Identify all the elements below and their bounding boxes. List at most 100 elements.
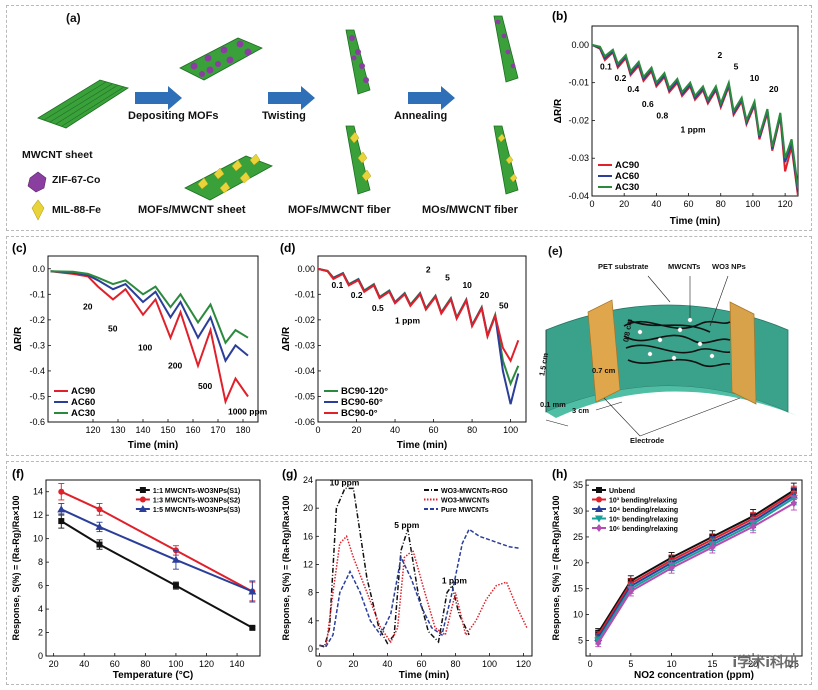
- y-tick-label: 30: [573, 506, 583, 516]
- annotation: 200: [168, 360, 182, 370]
- annotation: 50: [108, 323, 118, 333]
- x-tick-label: 40: [382, 659, 392, 669]
- y-tick-label: -0.3: [29, 340, 45, 350]
- x-tick-label: 25: [789, 659, 799, 669]
- x-tick-label: 80: [140, 659, 150, 669]
- legend-entry: AC90: [615, 160, 639, 171]
- annotation: 0.2: [615, 73, 627, 83]
- y-tick-label: 0.00: [571, 40, 589, 50]
- legend-mwcnt-sheet: MWCNT sheet: [22, 149, 93, 161]
- y-tick-label: -0.04: [294, 366, 315, 376]
- panel-b-label: (b): [552, 9, 567, 23]
- y-tick-label: 14: [33, 487, 43, 497]
- data-point: [172, 582, 179, 589]
- data-point: [668, 564, 675, 572]
- x-axis-label: NO2 concentration (ppm): [634, 670, 754, 681]
- panel-e: (e) PET substrate MWCNTs WO3 NPs 1.5 cm …: [537, 240, 810, 454]
- x-tick-label: 100: [503, 425, 518, 435]
- y-axis-label: Response, S(%) = (Ra-Rg)/Ra×100: [11, 495, 21, 640]
- zif-oxide-fiber-illustration: [493, 15, 519, 83]
- legend-zif-67-co: ZIF-67-Co: [52, 174, 101, 186]
- legend-marker: [139, 496, 146, 503]
- series-0: [58, 513, 256, 631]
- chart-c-svg: (c) 120 130 140 150 160 170 180 0.0 -0.1 -0.2 -0.3 -…: [12, 241, 268, 451]
- chart-b: (b) 0 20 40 60 80 100 120 0.00 -0.01 -0.02 -0.03 -0.…: [548, 8, 810, 230]
- panel-d-label: (d): [280, 241, 295, 255]
- label-wo3-nps: WO3 NPs: [712, 262, 746, 271]
- annotation: 10 ppm: [330, 478, 360, 488]
- series-line: [60, 520, 253, 629]
- chart-d-svg: (d) 0 20 40 60 80 100 0.00 -0.01 -0.02 -0.03 -0.04 -…: [280, 241, 527, 451]
- x-tick-label: 80: [467, 425, 477, 435]
- legend-entry: 1:3 MWCNTs-WO3NPs(S2): [153, 498, 240, 505]
- x-tick-label: 100: [168, 659, 183, 669]
- y-tick-label: 0.0: [32, 264, 45, 274]
- zif-sheet-illustration: [179, 37, 263, 81]
- label-0-7-cm: 0.7 cm: [592, 366, 616, 375]
- label-electrode: Electrode: [630, 436, 665, 445]
- y-tick-label: -0.01: [568, 78, 589, 88]
- row1-frame: [6, 5, 812, 231]
- panel-e-label: (e): [548, 244, 563, 258]
- legend-marker: [596, 496, 602, 503]
- y-tick-label: 10: [33, 534, 43, 544]
- caption-mofs-mwcnt-sheet: MOFs/MWCNT sheet: [138, 204, 246, 216]
- data-point: [248, 587, 257, 595]
- legend-entry: AC60: [615, 171, 639, 182]
- x-tick-label: 5: [628, 659, 633, 669]
- data-point: [58, 488, 65, 495]
- plot-frame: [315, 479, 533, 657]
- y-tick-label: -0.03: [294, 340, 315, 350]
- data-point: [96, 541, 103, 548]
- x-tick-label: 140: [230, 659, 245, 669]
- data-point: [595, 639, 602, 648]
- x-tick-label: 20: [352, 425, 362, 435]
- panel-c-label: (c): [12, 241, 27, 255]
- annotation: 100: [138, 342, 152, 352]
- legend-marker: [595, 505, 603, 512]
- legend-entry: AC30: [615, 182, 639, 193]
- chart-h-svg: (h) 0 5 10 15 20 25 5 10 15 20 25 30 35 NO2 concentrat…: [551, 467, 803, 681]
- legend-entry: 1:1 MWCNTs-WO3NPs(S1): [153, 488, 240, 495]
- y-tick-label: 25: [573, 532, 583, 542]
- series-line: [597, 502, 795, 644]
- series-1: [50, 270, 249, 363]
- chart-h: (h) 0 5 10 15 20 25 5 10 15 20 25 30 35 NO2 concentrat…: [548, 466, 810, 684]
- mwcnt-sheet-illustration: [37, 79, 129, 129]
- y-tick-label: -0.06: [294, 417, 315, 427]
- x-tick-label: 130: [110, 425, 125, 435]
- y-tick-label: 24: [303, 475, 313, 485]
- data-point: [750, 522, 757, 531]
- legend-marker: [596, 524, 602, 532]
- data-point: [709, 543, 716, 552]
- x-tick-label: 170: [210, 425, 225, 435]
- y-axis-label: ΔR/R: [281, 326, 292, 351]
- series-line: [319, 534, 528, 647]
- chart-f: (f) 20 40 60 80 100 120 140 0 2 4 6 8 10 12 14 Temperatu…: [8, 466, 272, 684]
- legend-entry: AC30: [71, 408, 95, 419]
- series-0: [319, 487, 470, 648]
- x-tick-label: 0: [589, 199, 594, 209]
- plot-frame: [585, 479, 803, 657]
- x-axis-label: Temperature (°C): [113, 670, 194, 681]
- data-point: [95, 522, 104, 530]
- label-3-cm: 3 cm: [572, 406, 590, 415]
- step-annealing: Annealing: [394, 110, 448, 122]
- zif-fiber-illustration: [345, 29, 371, 95]
- plot-frame: [47, 255, 259, 423]
- data-point: [58, 518, 65, 525]
- chart-d: (d) 0 20 40 60 80 100 0.00 -0.01 -0.02 -0.03 -0.04 -…: [276, 240, 534, 454]
- data-point: [57, 505, 66, 513]
- y-tick-label: 0.00: [297, 264, 315, 274]
- series-line: [60, 508, 253, 593]
- annotation: 1 ppm: [395, 316, 420, 326]
- y-axis-label: ΔR/R: [553, 98, 564, 123]
- y-tick-label: -0.5: [29, 391, 45, 401]
- caption-mos-mwcnt-fiber: MOs/MWCNT fiber: [422, 204, 518, 216]
- series-2: [592, 43, 798, 189]
- y-tick-label: 4: [308, 616, 313, 626]
- x-tick-label: 180: [235, 425, 250, 435]
- y-tick-label: 12: [33, 510, 43, 520]
- plot-frame: [317, 255, 527, 423]
- mil-fiber-illustration: [345, 125, 372, 195]
